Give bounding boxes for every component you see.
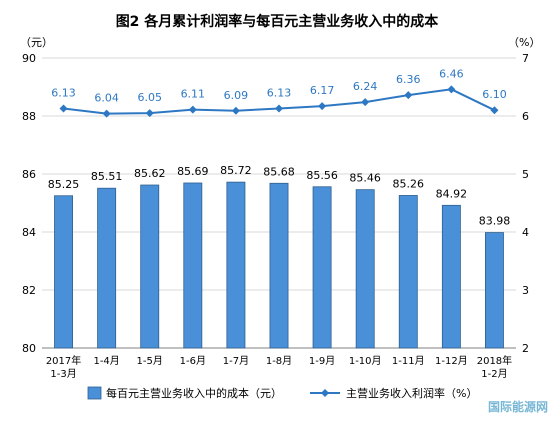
bar [355,189,375,349]
right-tick-label: 6 [522,110,529,123]
right-tick-label: 3 [522,284,529,297]
line-value-label: 6.36 [396,73,421,86]
bar-value-label: 85.69 [177,165,209,178]
bar [398,195,418,349]
x-tick-label: 2017年 [46,354,81,367]
bar [97,187,117,349]
bar-value-label: 85.46 [349,172,381,185]
x-tick-label: 1-3月 [50,368,76,380]
x-tick-label: 1-5月 [137,355,163,367]
left-tick-label: 90 [22,52,36,65]
x-tick-label: 1-10月 [349,355,382,367]
bar-value-label: 85.68 [263,165,295,178]
grid [42,57,516,291]
line-value-label: 6.17 [310,84,335,97]
bar [269,182,289,349]
watermark-logo: 国际能源网 [487,400,548,414]
data-labels: 85.25 85.51 85.62 85.69 85.72 85.68 85.56 85.46… [48,67,510,227]
bar-series [54,181,504,349]
legend-label-bar: 每百元主营业务收入中的成本（元） [106,386,282,400]
line-value-label: 6.05 [137,91,162,104]
line-point [145,109,154,118]
bar-value-label: 85.26 [393,177,425,190]
line-point [490,106,499,115]
x-tick-label: 1-9月 [309,355,335,367]
line-point [102,109,111,118]
line-value-label: 6.04 [94,92,119,105]
bar-value-label: 84.92 [436,187,468,200]
line-value-label: 6.10 [482,88,507,101]
left-tick-label: 80 [22,342,36,355]
legend-diamond-marker [321,389,329,397]
line-point [59,104,68,113]
bar-value-label: 85.72 [220,164,252,177]
line-value-label: 6.11 [181,88,206,101]
line-point [318,102,327,111]
line-value-label: 6.13 [267,86,292,99]
bar-value-label: 85.25 [48,178,80,191]
line-value-label: 6.24 [353,80,378,93]
bar [54,195,73,349]
line-value-label: 6.09 [224,89,249,102]
line-series [59,85,499,118]
line-point [361,98,370,107]
bar [441,204,461,349]
line-point [447,85,456,94]
right-tick-label: 4 [522,226,529,239]
x-tick-label: 1-8月 [266,355,292,367]
right-axis-unit: （%） [508,36,540,49]
line-value-label: 6.13 [51,86,76,99]
bar-value-label: 85.51 [91,170,123,183]
x-tick-label: 1-2月 [481,368,507,380]
bar-value-label: 85.62 [134,167,166,180]
chart-title: 图2 各月累计利润率与每百元主营业务收入中的成本 [116,13,440,30]
bar [226,181,246,349]
left-tick-label: 84 [22,226,36,239]
right-tick-label: 7 [522,52,529,65]
line-point [275,104,283,113]
x-tick-label: 1-11月 [392,355,425,367]
x-tick-label: 1-6月 [180,355,206,367]
bar [485,232,504,349]
line-point [404,91,413,100]
left-tick-label: 82 [22,284,36,297]
left-tick-label: 88 [22,110,36,123]
left-tick-label: 86 [22,168,36,181]
legend-label-line: 主营业务收入利润率（%） [346,386,477,400]
line-point [188,105,197,114]
bar [183,182,203,349]
left-axis-unit: （元） [20,36,53,49]
right-tick-label: 5 [522,168,529,181]
legend: 每百元主营业务收入中的成本（元） 主营业务收入利润率（%） [87,386,477,400]
line-value-label: 6.46 [439,67,464,80]
x-tick-label: 1-12月 [435,355,468,367]
bar-value-label: 83.98 [479,215,511,228]
right-tick-label: 2 [522,342,529,355]
bar-value-label: 85.56 [306,169,338,182]
legend-swatch-bar [87,386,102,400]
bar [140,184,160,349]
x-tick-label: 2018年 [477,354,512,367]
bar [312,186,332,349]
x-tick-label: 1-7月 [223,355,249,367]
line-point [231,106,240,115]
x-tick-label: 1-4月 [93,355,119,367]
